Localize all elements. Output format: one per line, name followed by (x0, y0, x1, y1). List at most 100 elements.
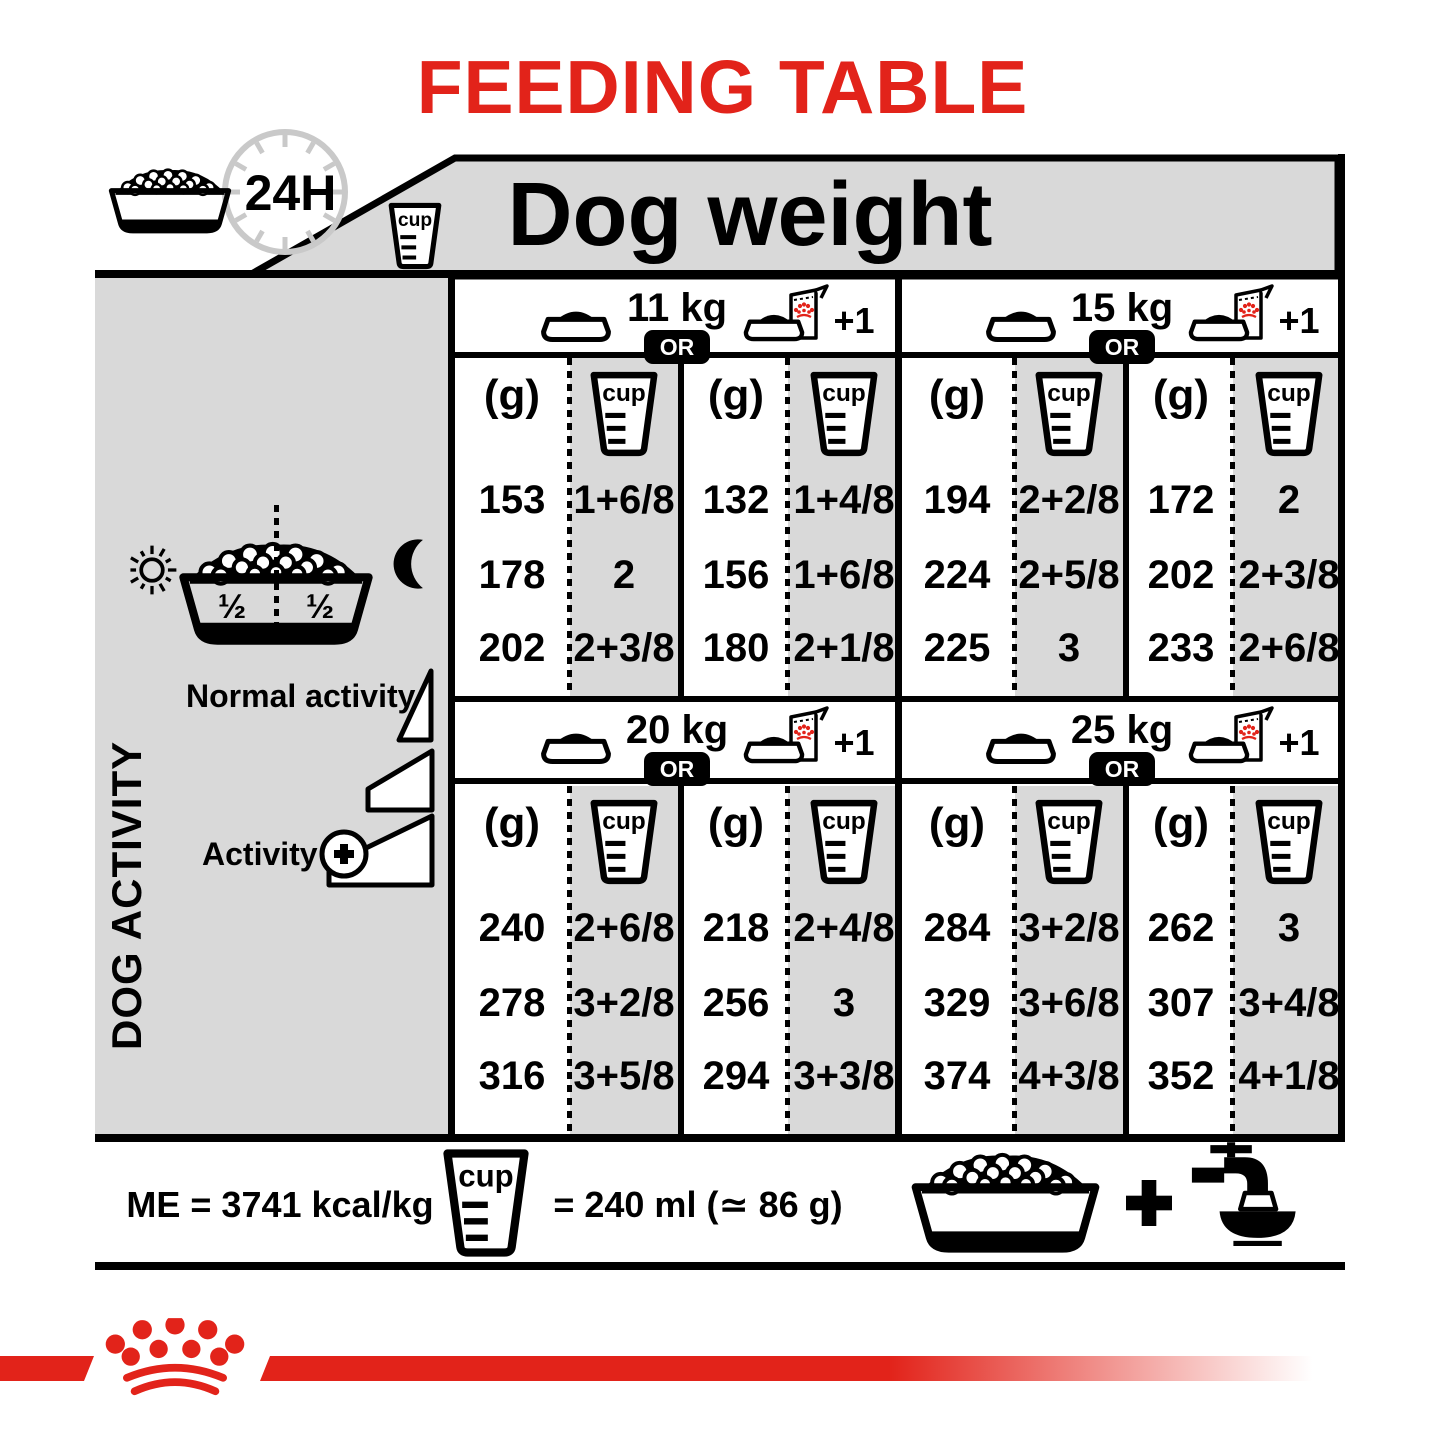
bowl-only-icon (985, 728, 1057, 766)
pair-divider (678, 358, 684, 702)
grams-header: (g) (1152, 799, 1210, 848)
cups-value: 1+6/8 (573, 478, 675, 522)
grams-header: (g) (928, 799, 986, 848)
half-portion-right-label: ½ (305, 588, 335, 626)
brand-stripe-right (260, 1356, 1345, 1381)
weight-section-20kg: 20 kg OR +1 (g) (g) 240 278 316 2+6/8 3+… (455, 702, 900, 1136)
table-top-line (95, 270, 1345, 278)
grams-value: 225 (923, 626, 991, 670)
bowl-plus-pouch-icon (743, 284, 829, 348)
center-divider (895, 270, 902, 1142)
grams-header: (g) (483, 799, 541, 848)
cups-value: 3 (832, 981, 856, 1025)
section-header: 25 kg OR +1 (900, 702, 1345, 786)
grams-value: 194 (923, 478, 991, 522)
grams-header: (g) (928, 371, 986, 420)
grams-value: 262 (1147, 906, 1215, 950)
grams-value: 178 (478, 553, 546, 597)
weight-label: 20 kg (625, 708, 729, 752)
cups-value: 2 (612, 553, 636, 597)
grams-header: (g) (483, 371, 541, 420)
cup-header-icon (808, 792, 880, 892)
weight-label: 11 kg (626, 286, 728, 330)
metabolizable-energy-label: ME = 3741 kcal/kg (126, 1184, 434, 1225)
bowl-only-icon (985, 306, 1057, 344)
cups-value: 2+3/8 (573, 626, 675, 670)
grams-value: 294 (702, 1054, 770, 1098)
grams-value: 172 (1147, 478, 1215, 522)
grams-value: 329 (923, 981, 991, 1025)
dotted-divider (785, 786, 790, 1136)
cups-value: 2+1/8 (793, 626, 895, 670)
kibble-bowl-icon (903, 1146, 1108, 1260)
dotted-divider (1012, 358, 1017, 702)
cups-value: 3 (1057, 626, 1081, 670)
grams-value: 256 (702, 981, 770, 1025)
grams-value: 352 (1147, 1054, 1215, 1098)
cups-value: 1+4/8 (793, 478, 895, 522)
cup-header-icon (1033, 792, 1105, 892)
section-body: (g) (g) 194 224 225 2+2/8 2+5/8 3 172 20… (900, 358, 1345, 702)
table-right-border (1338, 154, 1345, 1142)
grams-value: 218 (702, 906, 770, 950)
activity-ramp-large-icon (319, 813, 435, 888)
weight-label: 15 kg (1070, 286, 1174, 330)
section-header: 20 kg OR +1 (455, 702, 900, 786)
royal-canin-crown-logo (98, 1318, 252, 1403)
dotted-divider (785, 358, 790, 702)
grams-value: 233 (1147, 626, 1215, 670)
cups-value: 2+4/8 (793, 906, 895, 950)
footer-bottom-line (95, 1262, 1345, 1270)
bowl-plus-pouch-icon (1188, 284, 1274, 348)
activity-ramp-medium-icon (365, 748, 435, 813)
bowl-plus-pouch-icon (743, 706, 829, 770)
grams-value: 180 (702, 626, 770, 670)
water-tap-icon (1178, 1140, 1298, 1246)
pair-divider (678, 786, 684, 1136)
cup-header-icon (1033, 364, 1105, 464)
plus-one-pouch-label: +1 (1278, 722, 1320, 763)
cups-value: 2+2/8 (1018, 478, 1120, 522)
grams-value: 278 (478, 981, 546, 1025)
activity-ramp-small-icon (396, 668, 434, 743)
dotted-divider (1012, 786, 1017, 1136)
weight-section-11kg: 11 kg OR +1 (g) (g) 153 178 202 1+6/8 2 … (455, 280, 900, 702)
dotted-divider (1230, 786, 1235, 1136)
section-header: 15 kg OR +1 (900, 280, 1345, 364)
section-header: 11 kg OR +1 (455, 280, 900, 364)
section-body: (g) (g) 240 278 316 2+6/8 3+2/8 3+5/8 21… (455, 786, 900, 1136)
grams-value: 307 (1147, 981, 1215, 1025)
dotted-divider (1230, 358, 1235, 702)
pair-divider (1123, 358, 1129, 702)
weight-section-25kg: 25 kg OR +1 (g) (g) 284 329 374 3+2/8 3+… (900, 702, 1345, 1136)
measuring-cup-icon (386, 202, 444, 270)
cups-value: 3+2/8 (573, 981, 675, 1025)
dog-activity-sidebar (95, 274, 450, 1138)
cups-value: 2+6/8 (573, 906, 675, 950)
section-body: (g) (g) 153 178 202 1+6/8 2 2+3/8 132 15… (455, 358, 900, 702)
bowl-plus-pouch-icon (1188, 706, 1274, 770)
bowl-only-icon (540, 728, 612, 766)
kibble-bowl-icon (103, 164, 237, 238)
cups-value: 1+6/8 (793, 553, 895, 597)
cups-value: 3+6/8 (1018, 981, 1120, 1025)
grams-value: 132 (702, 478, 770, 522)
cups-value: 4+1/8 (1238, 1054, 1340, 1098)
grams-value: 153 (478, 478, 546, 522)
dotted-divider (567, 786, 572, 1136)
plus-one-pouch-label: +1 (833, 722, 875, 763)
measuring-cup-icon (440, 1148, 532, 1258)
bowl-only-icon (540, 306, 612, 344)
clock-icon (222, 129, 348, 255)
half-split-dotted-line (274, 505, 279, 643)
cups-value: 3+4/8 (1238, 981, 1340, 1025)
cups-value: 2+5/8 (1018, 553, 1120, 597)
activity-plus-label: Activity (202, 836, 318, 872)
weight-label: 25 kg (1070, 708, 1174, 752)
plus-one-pouch-label: +1 (833, 300, 875, 341)
cup-header-icon (808, 364, 880, 464)
dog-activity-title: DOG ACTIVITY (103, 740, 150, 1050)
cups-value: 4+3/8 (1018, 1054, 1120, 1098)
moon-icon (392, 538, 426, 590)
cup-equivalence-label: = 240 ml (≃ 86 g) (553, 1184, 843, 1225)
